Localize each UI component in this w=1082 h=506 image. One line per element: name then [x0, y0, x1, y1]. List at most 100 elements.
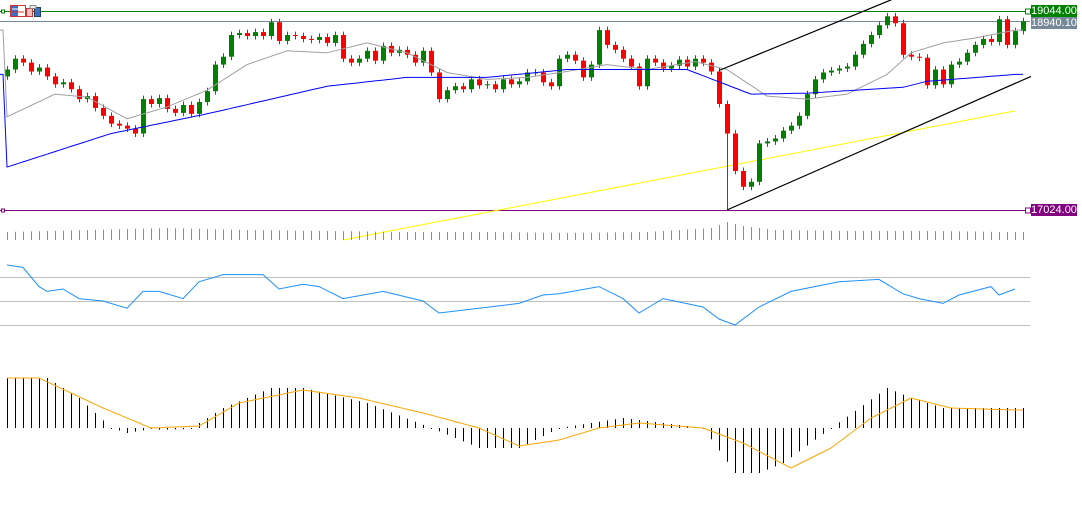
candle-bullish [253, 32, 258, 37]
candle-bearish [541, 72, 546, 83]
candle-bullish [597, 30, 602, 65]
candle-bullish [773, 138, 778, 142]
candle-bearish [909, 54, 914, 57]
candle-bearish [109, 115, 114, 124]
candle-bearish [725, 103, 730, 134]
candle-bullish [957, 61, 962, 65]
candle-bearish [917, 56, 922, 58]
candle-bearish [573, 54, 578, 61]
candle-bullish [821, 72, 826, 80]
candle-bullish [765, 141, 770, 144]
candle-bullish [453, 86, 458, 91]
candle-bearish [29, 62, 34, 72]
candle-bearish [741, 170, 746, 187]
trend-channel-line [726, 75, 1032, 211]
candle-bullish [1013, 31, 1018, 45]
price-line-handle [1025, 207, 1031, 214]
chart-template-icon[interactable] [26, 4, 42, 17]
candle-bullish [205, 91, 210, 103]
candle-bearish [429, 50, 434, 73]
candle-bullish [285, 35, 290, 41]
candle-bearish [661, 62, 666, 69]
candle-bearish [901, 23, 906, 55]
price-label-last: 18940.10 [1031, 17, 1077, 29]
candle-bearish [733, 133, 738, 171]
candle-bearish [701, 58, 706, 63]
price-label-high: 19044.00 [1031, 5, 1077, 17]
candle-bullish [677, 59, 682, 66]
candle-bearish [621, 49, 626, 59]
candle-bullish [781, 130, 786, 139]
macd-signal-line [7, 377, 1023, 469]
candle-bearish [173, 108, 178, 113]
candle-bearish [461, 86, 466, 90]
rsi-line [6, 264, 1016, 326]
price-line-handle [1, 9, 5, 14]
candle-bearish [509, 79, 514, 85]
candle-bullish [5, 69, 10, 77]
candle-bearish [149, 99, 154, 104]
candle-bullish [861, 43, 866, 55]
candle-bullish [221, 56, 226, 65]
candle-bullish [357, 58, 362, 63]
candle-bullish [1021, 21, 1026, 32]
candle-bullish [693, 58, 698, 67]
candle-bearish [629, 58, 634, 67]
candle-bullish [213, 64, 218, 92]
candle-bearish [245, 33, 250, 37]
candle-bearish [437, 72, 442, 100]
ma-slow-line [342, 110, 1016, 241]
candle-bullish [565, 54, 570, 59]
candle-bearish [77, 89, 82, 100]
candle-bearish [893, 16, 898, 24]
candle-bearish [925, 57, 930, 86]
candle-bearish [125, 125, 130, 129]
candle-bearish [53, 76, 58, 85]
candle-bullish [845, 66, 850, 69]
candle-bearish [405, 49, 410, 55]
candle-bearish [309, 38, 314, 40]
candle-bearish [325, 37, 330, 43]
candle-bullish [885, 16, 890, 26]
candle-bullish [61, 82, 66, 85]
candle-bullish [13, 58, 18, 70]
candle-bearish [373, 50, 378, 61]
candle-bullish [181, 104, 186, 113]
price-line-handle [1025, 8, 1031, 15]
candle-bullish [269, 22, 274, 37]
candle-bearish [989, 38, 994, 42]
candle-bearish [293, 35, 298, 37]
candle-bearish [349, 58, 354, 63]
candle-bearish [605, 30, 610, 45]
ma-mid-line [0, 69, 1023, 168]
candle-bearish [653, 58, 658, 63]
ma-fast-line [0, 29, 1023, 120]
candle-bearish [69, 82, 74, 90]
candle-bearish [717, 71, 722, 104]
candle-bullish [229, 35, 234, 57]
candle-bullish [949, 64, 954, 85]
candle-bullish [757, 143, 762, 182]
candle-bullish [485, 84, 490, 86]
candle-bearish [277, 22, 282, 41]
candle-bearish [189, 104, 194, 114]
candle-bearish [165, 98, 170, 109]
candle-bullish [365, 50, 370, 59]
candle-bullish [853, 54, 858, 67]
candle-bullish [813, 79, 818, 95]
candle-bullish [333, 35, 338, 43]
candle-bearish [549, 82, 554, 87]
candle-bullish [669, 65, 674, 69]
candle-bullish [157, 98, 162, 104]
candle-bullish [317, 37, 322, 40]
candle-bearish [341, 35, 346, 59]
indicator-list-icon[interactable] [10, 4, 26, 17]
candle-bullish [997, 19, 1002, 42]
candle-bullish [237, 33, 242, 36]
candle-bearish [637, 66, 642, 87]
candle-bullish [197, 102, 202, 114]
candle-bullish [645, 58, 650, 87]
candle-bullish [829, 70, 834, 73]
candle-bullish [877, 25, 882, 36]
